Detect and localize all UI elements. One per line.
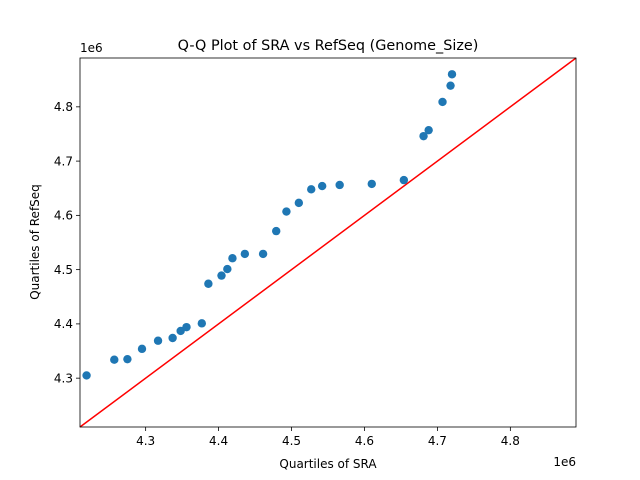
data-point (367, 179, 376, 189)
data-point (419, 131, 428, 141)
data-point (335, 180, 344, 190)
data-point (447, 70, 457, 79)
x-axis-ticks: 4.3 4.4 4.5 4.6 4.7 4.8 (136, 427, 520, 448)
y-tick-label: 4.7 (54, 154, 73, 168)
data-point (258, 249, 268, 259)
data-point (153, 336, 163, 345)
points-layer (82, 70, 457, 380)
x-tick-label: 4.8 (501, 434, 520, 448)
chart-title: Q-Q Plot of SRA vs RefSeq (Genome_Size) (178, 38, 479, 54)
y-tick-label: 4.8 (54, 100, 73, 114)
data-point (228, 254, 237, 263)
x-axis-label: Quartiles of SRA (279, 457, 377, 471)
y-axis-label: Quartiles of RefSeq (28, 184, 42, 300)
plot-area (79, 57, 577, 428)
data-point (197, 319, 207, 328)
y-tick-label: 4.6 (54, 209, 73, 223)
x-tick-label: 4.6 (355, 434, 374, 448)
data-point (307, 185, 316, 194)
y-tick-label: 4.5 (54, 263, 73, 277)
data-point (204, 279, 213, 288)
y-offset-label: 1e6 (80, 41, 103, 55)
data-point (272, 226, 281, 236)
data-point (317, 181, 327, 191)
data-point (438, 97, 447, 107)
reference-line (79, 57, 577, 428)
data-point (294, 198, 304, 208)
data-point (123, 354, 132, 364)
data-point (182, 322, 191, 332)
reference-line-layer (79, 57, 577, 428)
data-point (110, 355, 119, 364)
x-tick-label: 4.5 (282, 434, 301, 448)
data-point (223, 264, 232, 274)
plot-frame (79, 57, 577, 428)
y-axis-ticks: 4.3 4.4 4.5 4.6 4.7 4.8 (54, 100, 80, 385)
data-point (446, 81, 455, 90)
data-point (240, 249, 250, 259)
x-tick-label: 4.7 (428, 434, 447, 448)
x-offset-label: 1e6 (553, 455, 576, 469)
data-point (137, 344, 147, 354)
x-tick-label: 4.4 (209, 434, 228, 448)
data-point (282, 207, 291, 216)
data-point (399, 175, 409, 185)
x-tick-label: 4.3 (136, 434, 155, 448)
y-tick-label: 4.3 (54, 371, 73, 385)
data-point (168, 333, 177, 343)
data-point (217, 271, 226, 280)
data-point (424, 125, 433, 135)
y-tick-label: 4.4 (54, 317, 73, 331)
data-point (82, 371, 91, 380)
